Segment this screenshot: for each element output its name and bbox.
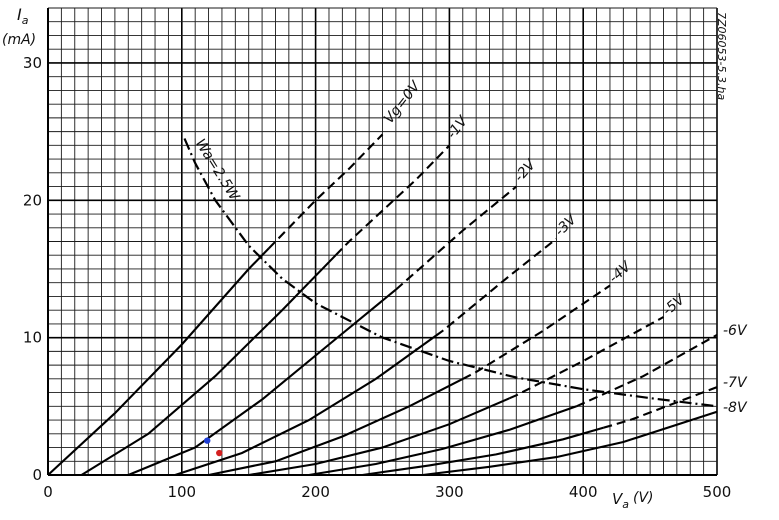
curve-label-1v: -1V [444, 112, 472, 142]
curve-group [47, 133, 718, 477]
curve-label-6v: -6V [723, 323, 748, 339]
series-line-8v [422, 410, 718, 477]
figure-code-text: 7Z06053-5.3.ha [715, 12, 728, 100]
x-tick-label: 100 [167, 483, 196, 501]
series-line-3v-dashed [435, 237, 558, 337]
series-line-1v [80, 254, 337, 476]
y-tick-label: 0 [32, 466, 42, 484]
series-line-vg-0v-dashed [268, 133, 384, 250]
x-tick-label: 0 [43, 483, 53, 501]
y-tick-label: 30 [23, 54, 42, 72]
series-line-6v [308, 405, 577, 477]
series-line-4v [208, 377, 464, 477]
series-line-5v-dashed [509, 316, 665, 400]
x-tick-label: 500 [703, 483, 732, 501]
y-tick-label: 10 [23, 329, 42, 347]
series-line-7v [362, 426, 604, 477]
y-axis-unit: (mA) [2, 32, 36, 48]
series-line-vg-0v [47, 247, 270, 476]
series-line-1v-dashed [334, 144, 451, 256]
curve-label-5v: -5V [660, 291, 689, 319]
data-point-marker-1 [204, 437, 211, 444]
curve-label-8v: -8V [723, 400, 748, 416]
series-line-2v [127, 288, 397, 476]
marker-group [204, 437, 223, 457]
series-line-3v [174, 334, 437, 476]
tick-label-group: 0 100 200 300 400 500 0 10 20 30 [23, 54, 731, 501]
axes [47, 8, 717, 476]
x-axis-title: Va [612, 490, 629, 511]
x-tick-label: 300 [435, 483, 464, 501]
x-tick-label: 400 [569, 483, 598, 501]
x-tick-label: 200 [301, 483, 330, 501]
grid [47, 7, 718, 476]
curve-label-2v: -2V [511, 156, 540, 185]
series-line-7v-dashed [603, 386, 718, 429]
series-line-wa-2-5w [183, 138, 718, 408]
data-point-marker-2 [216, 449, 223, 457]
series-line-2v-dashed [395, 185, 517, 291]
series-line-6v-dashed [576, 333, 718, 408]
curve-label-7v: -7V [723, 375, 748, 391]
y-axis-title: Ia [17, 5, 29, 27]
curve-label-vg-0v: Vg=0V [381, 77, 424, 126]
y-tick-label: 20 [23, 191, 42, 209]
series-line-4v-dashed [462, 284, 611, 380]
series-line-5v [248, 397, 511, 477]
x-axis-unit: (V) [633, 490, 654, 506]
